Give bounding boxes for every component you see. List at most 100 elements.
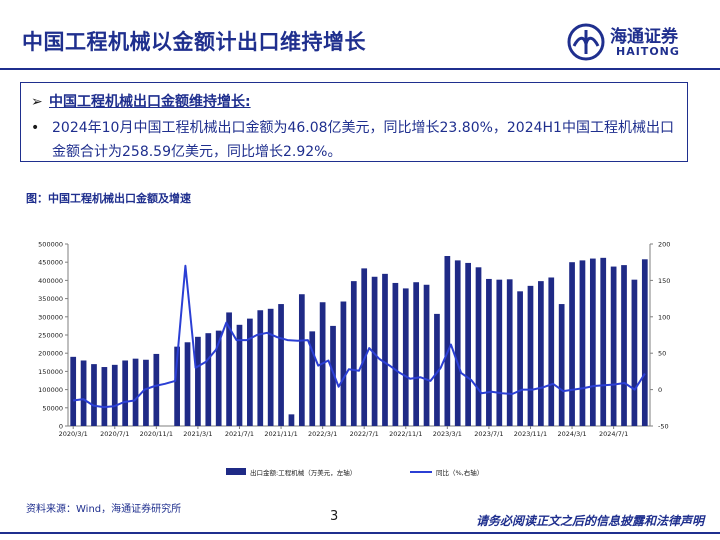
bar-export-value — [475, 267, 482, 426]
logo-text-en: HAITONG — [616, 45, 680, 58]
bar-export-value — [122, 360, 129, 426]
y-left-tick-label: 500000 — [38, 241, 63, 249]
bar-export-value — [153, 353, 160, 426]
bar-export-value — [569, 262, 575, 426]
y-right-tick-label: 50 — [658, 350, 666, 358]
bar-export-value — [101, 367, 108, 426]
bar-export-value — [174, 346, 180, 426]
y-left-tick-label: 50000 — [42, 404, 63, 412]
haitong-logo: 海通证券 HAITONG — [566, 20, 696, 64]
bar-export-value — [215, 330, 222, 426]
arrow-bullet-icon: ➢ — [31, 94, 43, 110]
summary-box: ➢ 中国工程机械出口金额维持增长: • 2024年10月中国工程机械出口金额为46… — [20, 82, 688, 162]
bar-export-value — [236, 324, 243, 426]
y-right-tick-label: 100 — [658, 313, 670, 321]
bar-export-value — [309, 331, 316, 426]
bar-export-value — [278, 304, 284, 426]
bar-export-value — [444, 256, 451, 426]
bar-export-value — [589, 258, 596, 426]
bar-export-value — [538, 281, 544, 426]
bar-export-value — [80, 360, 87, 426]
bar-export-value — [143, 359, 149, 426]
bar-export-value — [402, 288, 409, 426]
legend-bar-swatch — [226, 468, 246, 475]
bar-export-value — [413, 282, 420, 426]
y-left-tick-label: 450000 — [38, 259, 63, 267]
bar-export-value — [371, 276, 378, 426]
figure-title: 图：中国工程机械出口金额及增速 — [26, 192, 191, 205]
bullet-icon: • — [31, 120, 40, 136]
y-left-tick-label: 150000 — [38, 368, 63, 376]
bar-export-value — [226, 312, 232, 426]
bar-export-value — [257, 310, 264, 426]
bar-export-value — [517, 291, 523, 426]
header-divider — [0, 68, 720, 70]
y-right-tick-label: -50 — [658, 423, 669, 431]
source-note: 资料来源：Wind，海通证券研究所 — [26, 504, 182, 515]
bar-export-value — [621, 265, 627, 426]
bar-export-value — [350, 281, 357, 426]
bar-export-value — [330, 325, 336, 426]
bar-export-value — [267, 308, 274, 426]
page-number: 3 — [330, 509, 339, 524]
bar-export-value — [454, 260, 461, 426]
x-tick-label: 2023/7/1 — [474, 430, 503, 438]
x-tick-label: 2021/3/1 — [183, 430, 212, 438]
bar-export-value — [631, 279, 638, 426]
x-tick-label: 2024/7/1 — [599, 430, 628, 438]
summary-heading-text: 中国工程机械出口金额维持增长: — [49, 94, 251, 110]
export-chart: 5000004500004000003500003000002500002000… — [38, 241, 670, 478]
bar-export-value — [496, 279, 503, 426]
summary-heading: ➢ 中国工程机械出口金额维持增长: — [31, 91, 251, 111]
bar-export-value — [288, 414, 295, 426]
x-tick-label: 2022/11/1 — [389, 430, 422, 438]
bar-export-value — [600, 257, 607, 426]
bar-export-value — [298, 294, 305, 426]
y-left-tick-label: 250000 — [38, 332, 63, 340]
bar-export-value — [423, 284, 430, 426]
x-tick-label: 2021/11/1 — [264, 430, 297, 438]
bar-export-value — [70, 356, 77, 426]
bar-export-value — [184, 342, 191, 426]
x-tick-label: 2021/7/1 — [225, 430, 254, 438]
legend-bar-label: 出口金额:工程机械（万美元，左轴） — [250, 468, 356, 477]
x-tick-label: 2023/11/1 — [514, 430, 547, 438]
line-yoy-growth — [72, 264, 646, 409]
haitong-emblem-icon — [567, 23, 605, 61]
legend-line-label: 同比（%,右轴） — [436, 468, 483, 477]
logo-text-cn: 海通证券 — [610, 27, 678, 47]
bar-export-value — [382, 273, 388, 426]
y-left-tick-label: 100000 — [38, 386, 63, 394]
y-left-tick-label: 350000 — [38, 295, 63, 303]
bar-export-value — [465, 262, 471, 426]
summary-body: • 2024年10月中国工程机械出口金额为46.08亿美元，同比增长23.80%… — [31, 116, 679, 164]
bar-export-value — [340, 301, 347, 426]
bar-export-value — [579, 260, 586, 426]
y-left-tick-label: 200000 — [38, 350, 63, 358]
footer-divider — [0, 532, 720, 534]
x-tick-label: 2024/3/1 — [557, 430, 586, 438]
y-left-tick-label: 0 — [59, 423, 63, 431]
bar-export-value — [641, 259, 648, 426]
bar-export-value — [361, 268, 368, 426]
bar-export-value — [610, 266, 617, 426]
bar-export-value — [558, 304, 565, 426]
bar-export-value — [392, 282, 399, 426]
bar-export-value — [527, 285, 534, 426]
x-tick-label: 2023/3/1 — [433, 430, 462, 438]
page-title: 中国工程机械以金额计出口维持增长 — [22, 30, 366, 54]
bar-export-value — [195, 336, 201, 426]
bar-export-value — [247, 318, 253, 426]
x-tick-label: 2020/11/1 — [140, 430, 173, 438]
y-right-tick-label: 150 — [658, 277, 670, 285]
x-tick-label: 2020/7/1 — [100, 430, 129, 438]
bar-export-value — [205, 333, 212, 426]
x-tick-label: 2020/3/1 — [59, 430, 88, 438]
x-tick-label: 2022/7/1 — [350, 430, 379, 438]
y-left-tick-label: 300000 — [38, 313, 63, 321]
bar-export-value — [132, 358, 139, 426]
bar-export-value — [486, 278, 492, 426]
y-right-tick-label: 200 — [658, 241, 670, 249]
bar-export-value — [506, 279, 513, 426]
bar-export-value — [111, 364, 118, 426]
